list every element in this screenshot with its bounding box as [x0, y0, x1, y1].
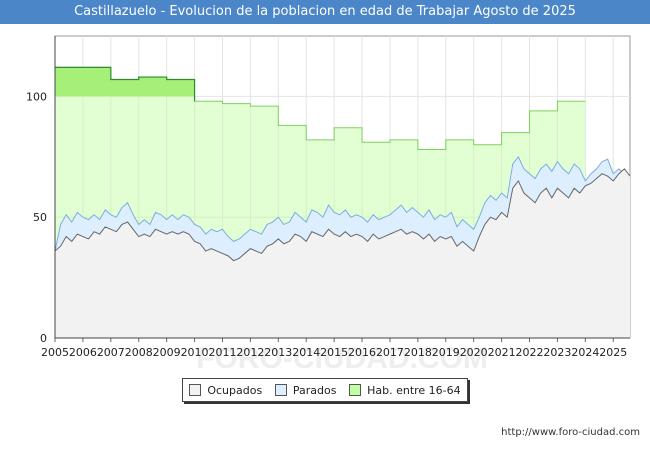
legend: Ocupados Parados Hab. entre 16-64 — [182, 378, 468, 402]
x-tick-label: 2025 — [599, 346, 627, 359]
x-tick-label: 2021 — [488, 346, 516, 359]
series-areas — [54, 66, 631, 338]
series-ocupados-line — [54, 168, 631, 262]
x-tick-label: 2024 — [571, 346, 599, 359]
x-tick-label: 2007 — [97, 346, 125, 359]
y-tick-label: 0 — [40, 332, 47, 345]
y-tick-label: 100 — [26, 90, 47, 103]
legend-item-parados: Parados — [274, 383, 337, 397]
x-tick-label: 2013 — [264, 346, 292, 359]
x-tick-label: 2009 — [153, 346, 181, 359]
legend-label-habitantes: Hab. entre 16-64 — [367, 383, 461, 397]
legend-item-ocupados: Ocupados — [189, 384, 262, 397]
series-ocupados-area — [55, 168, 630, 338]
source-credit[interactable]: http://www.foro-ciudad.com — [501, 427, 640, 438]
x-tick-label: 2017 — [376, 346, 404, 359]
legend-swatch-ocupados — [189, 384, 202, 396]
chart-title: Castillazuelo - Evolucion de la poblacio… — [0, 0, 650, 24]
legend-label-ocupados: Ocupados — [207, 383, 263, 397]
axes: 2005 2006 2007 2008 2009 2010 2011 2012 2013 2014… — [26, 36, 630, 359]
chart-area: FORO-CIUDAD.COM 2005 2006 2007 2008 2009 2010… — [26, 35, 631, 375]
y-tick-label: 50 — [33, 211, 47, 224]
x-tick-label: 2022 — [516, 346, 544, 359]
x-tick-label: 2012 — [236, 346, 264, 359]
x-tick-label: 2018 — [404, 346, 432, 359]
x-tick-label: 2015 — [320, 346, 348, 359]
x-tick-label: 2005 — [41, 346, 69, 359]
x-tick-label: 2014 — [292, 346, 320, 359]
x-tick-label: 2019 — [432, 346, 460, 359]
x-tick-label: 2010 — [181, 346, 209, 359]
legend-item-habitantes: Hab. entre 16-64 — [349, 384, 461, 397]
x-tick-label: 2023 — [543, 346, 571, 359]
x-tick-label: 2006 — [69, 346, 97, 359]
x-tick-label: 2020 — [460, 346, 488, 359]
legend-swatch-habitantes — [349, 384, 362, 396]
series-habitantes-edge — [55, 66, 196, 102]
watermark: FORO-CIUDAD.COM — [196, 342, 488, 375]
legend-label-parados: Parados — [292, 383, 337, 397]
legend-swatch-parados — [274, 384, 287, 396]
series-habitantes-band — [55, 67, 195, 97]
x-tick-label: 2008 — [125, 346, 153, 359]
series-parados-line — [54, 155, 631, 252]
x-tick-label: 2011 — [208, 346, 236, 359]
x-tick-label: 2016 — [348, 346, 376, 359]
